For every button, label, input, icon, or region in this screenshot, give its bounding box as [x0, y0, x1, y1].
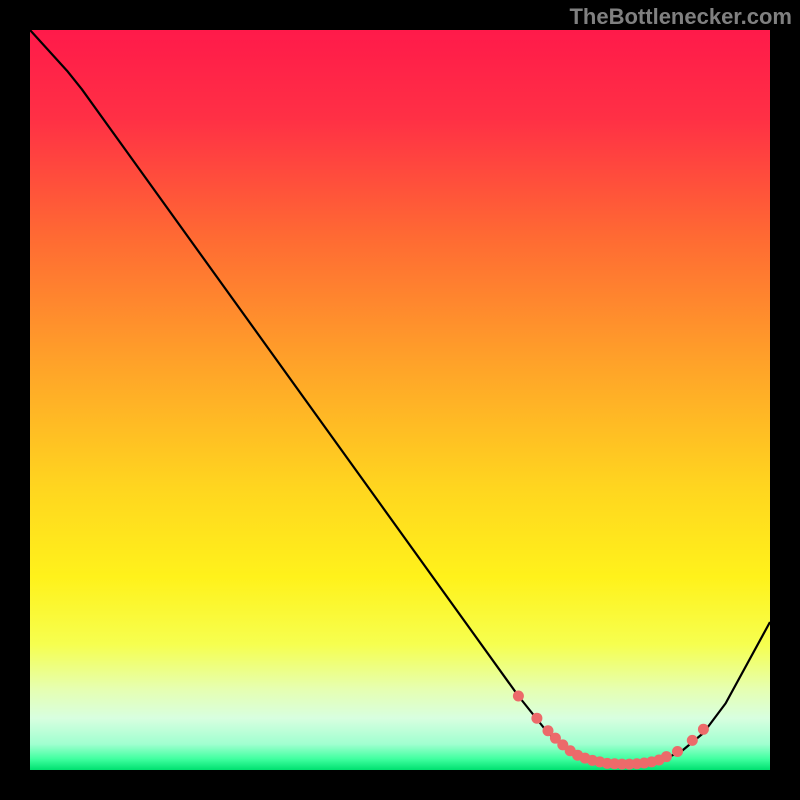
marker-point — [672, 746, 683, 757]
watermark-text: TheBottlenecker.com — [569, 4, 792, 30]
chart-container: TheBottlenecker.com — [0, 0, 800, 800]
marker-point — [513, 691, 524, 702]
marker-point — [661, 751, 672, 762]
marker-point — [698, 724, 709, 735]
chart-svg — [30, 30, 770, 770]
chart-area — [30, 30, 770, 770]
marker-point — [687, 735, 698, 746]
gradient-background — [30, 30, 770, 770]
marker-point — [531, 713, 542, 724]
